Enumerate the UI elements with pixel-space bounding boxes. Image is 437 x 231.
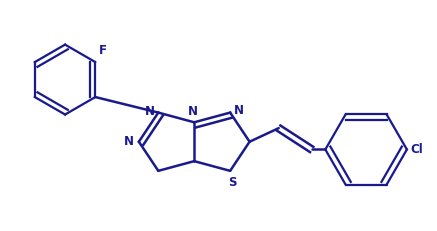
Text: N: N: [124, 135, 134, 148]
Text: N: N: [144, 105, 154, 118]
Text: N: N: [234, 104, 244, 117]
Text: N: N: [188, 105, 198, 119]
Text: Cl: Cl: [411, 143, 423, 156]
Text: S: S: [228, 176, 236, 189]
Text: F: F: [99, 44, 107, 57]
